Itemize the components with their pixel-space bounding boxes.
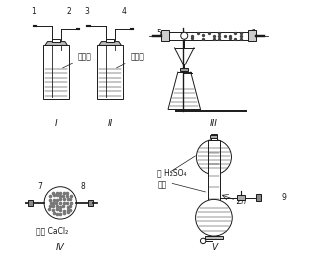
Text: 1: 1 [31, 7, 36, 16]
Bar [88, 200, 92, 206]
Bar [168, 32, 249, 40]
Text: 8: 8 [81, 182, 85, 191]
Circle shape [196, 140, 231, 175]
Text: 5: 5 [156, 28, 161, 38]
Text: 浓硫酸: 浓硫酸 [116, 53, 144, 68]
Bar [44, 46, 69, 99]
Text: 6: 6 [251, 28, 255, 38]
Text: 3: 3 [84, 7, 89, 16]
Circle shape [200, 238, 206, 244]
Circle shape [181, 32, 188, 39]
Bar [256, 194, 260, 201]
Text: 4: 4 [121, 7, 126, 16]
Bar [248, 30, 256, 41]
Text: 浓硫酸: 浓硫酸 [62, 53, 92, 68]
Text: II: II [108, 119, 113, 128]
Bar [180, 67, 188, 71]
Bar [97, 46, 123, 99]
Bar [211, 134, 217, 140]
Bar [52, 39, 60, 41]
Bar [211, 136, 217, 138]
Text: Zn: Zn [236, 197, 246, 206]
Bar [205, 235, 223, 239]
Text: 2: 2 [67, 7, 71, 16]
Bar [237, 195, 245, 200]
Text: 9: 9 [282, 193, 286, 202]
Circle shape [196, 199, 232, 236]
Text: I: I [55, 119, 58, 128]
Text: III: III [210, 119, 218, 128]
Text: IV: IV [56, 243, 65, 252]
Polygon shape [45, 41, 68, 46]
Polygon shape [99, 41, 121, 46]
Text: 7: 7 [37, 182, 42, 191]
Bar [208, 140, 220, 201]
Text: 无水 CaCl₂: 无水 CaCl₂ [36, 227, 68, 236]
Bar [28, 200, 33, 206]
Circle shape [44, 187, 76, 219]
Bar [106, 39, 114, 41]
Text: V: V [211, 243, 217, 252]
Bar [161, 30, 169, 41]
Text: 稀 H₂SO₄
溶液: 稀 H₂SO₄ 溶液 [157, 168, 187, 189]
